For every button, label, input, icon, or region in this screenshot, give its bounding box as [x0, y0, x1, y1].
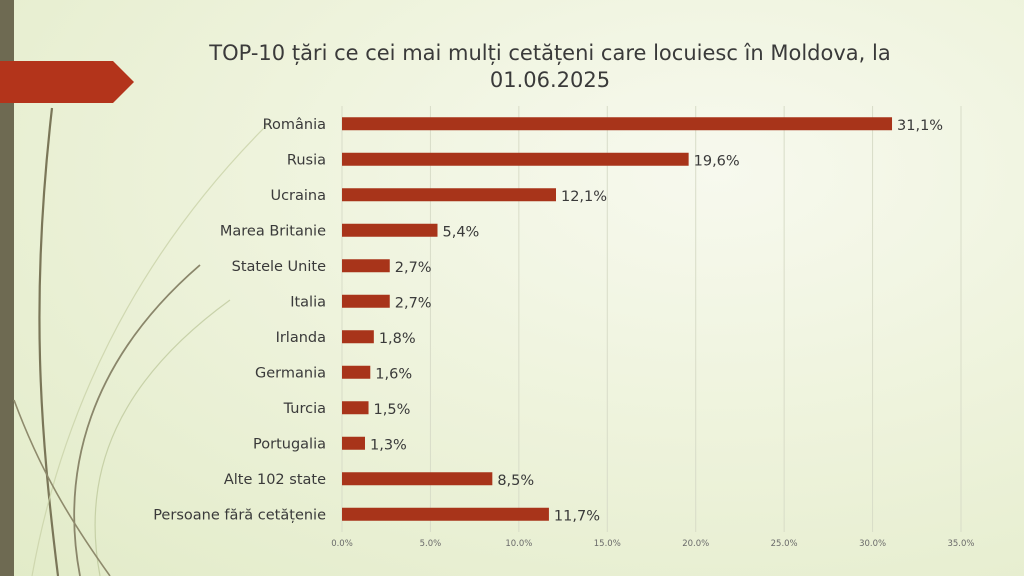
bar — [342, 365, 371, 379]
category-label: Persoane fără cetățenie — [153, 507, 326, 523]
decorative-curves — [13, 107, 273, 576]
bar — [342, 401, 369, 415]
x-tick-label: 15.0% — [594, 539, 621, 549]
bar — [342, 188, 556, 202]
bar — [342, 259, 390, 273]
category-label: Rusia — [287, 152, 326, 168]
bar — [342, 117, 893, 131]
x-tick-label: 30.0% — [859, 539, 886, 549]
category-label: Germania — [255, 365, 326, 381]
bar — [342, 223, 438, 237]
category-label: Alte 102 state — [224, 472, 326, 488]
data-label: 12,1% — [561, 189, 607, 205]
bar — [342, 152, 689, 166]
category-label: Italia — [290, 294, 326, 310]
x-tick-label: 5.0% — [420, 539, 442, 549]
category-label: Marea Britanie — [220, 223, 326, 239]
chart-title-line-1: TOP-10 țări ce cei mai mulți cetățeni ca… — [209, 41, 891, 65]
x-tick-label: 0.0% — [331, 539, 353, 549]
bar — [342, 472, 493, 486]
data-label: 1,5% — [374, 402, 411, 418]
category-label: Ucraina — [270, 188, 326, 204]
data-label: 1,8% — [379, 331, 416, 347]
data-label: 1,3% — [370, 437, 407, 453]
category-label: Irlanda — [276, 330, 326, 346]
x-tick-label: 35.0% — [947, 539, 974, 549]
x-tick-label: 20.0% — [682, 539, 709, 549]
data-label: 11,7% — [554, 508, 600, 524]
data-label: 8,5% — [497, 473, 534, 489]
bar — [342, 330, 374, 344]
chart-title: TOP-10 țări ce cei mai mulți cetățeni ca… — [180, 40, 920, 94]
left-accent-bar — [0, 0, 14, 576]
title-arrow-tab — [0, 61, 134, 103]
category-label: Statele Unite — [232, 259, 326, 275]
bar — [342, 436, 365, 450]
data-label: 2,7% — [395, 295, 432, 311]
data-label: 2,7% — [395, 260, 432, 276]
data-label: 19,6% — [694, 153, 740, 169]
x-tick-label: 25.0% — [771, 539, 798, 549]
category-label: Portugalia — [253, 436, 326, 452]
x-tick-label: 10.0% — [505, 539, 532, 549]
data-label: 5,4% — [443, 224, 480, 240]
data-label: 31,1% — [897, 118, 943, 134]
chart-title-line-2: 01.06.2025 — [489, 68, 611, 92]
category-label: România — [263, 117, 326, 133]
bar — [342, 294, 390, 308]
data-label: 1,6% — [375, 366, 412, 382]
category-label: Turcia — [283, 401, 326, 417]
bar — [342, 507, 549, 521]
